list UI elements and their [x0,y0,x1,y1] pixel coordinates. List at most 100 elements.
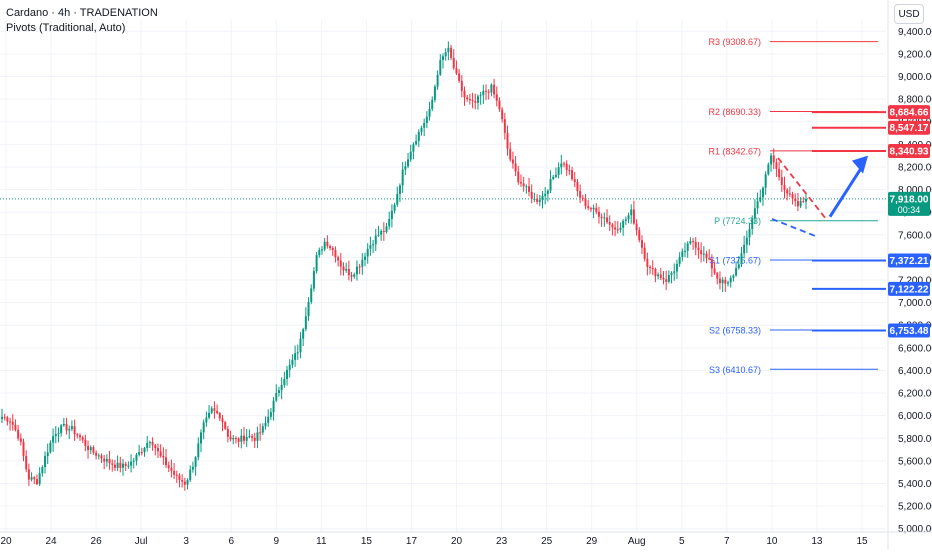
x-tick-label: 23 [496,536,508,547]
countdown-text: 00:34 [898,205,921,215]
candle-body [468,99,471,101]
candle-body [743,244,746,254]
candle-body [710,259,713,269]
candle-body [536,198,539,202]
x-tick-label: Aug [628,536,646,547]
currency-button[interactable]: USD [894,4,924,24]
candle-body [420,127,423,132]
candle-body [154,445,157,449]
candle-body [587,206,590,209]
candle-body [377,234,380,236]
y-tick-label: 5,800.00 [898,434,932,445]
candle-body [183,481,186,485]
candle-body [764,174,767,188]
drawing-layer [771,111,886,332]
candle-body [218,413,221,419]
candle-body [509,148,512,160]
candle-body [686,243,689,251]
candle-body [700,250,703,255]
candle-body [603,217,606,219]
candle-body [165,457,168,466]
candle-body [622,220,625,228]
candle-body [640,240,643,248]
candle-body [788,193,791,195]
candle-body [716,273,719,279]
candle-body [229,436,232,440]
candle-body [770,155,773,165]
candle-body [662,278,665,280]
price-axis-tag [888,253,930,268]
candle-body [216,410,219,414]
candle-body [345,268,348,271]
candle-body [272,400,275,413]
candle-body [423,123,426,128]
candle-body [476,96,479,103]
candle-body [401,169,404,186]
candle-body [52,436,55,443]
candle-body [705,253,708,259]
candle-body [130,461,133,466]
candle-body [291,359,294,365]
candle-body [573,179,576,183]
candle-body [466,97,469,100]
candle-body [337,257,340,261]
candle-body [197,443,200,458]
candle-body [665,279,668,282]
candle-body [334,250,337,258]
candle-body [374,235,377,245]
candle-body [3,416,6,418]
candle-body [678,256,681,264]
candle-body [92,447,95,453]
candle-body [283,378,286,385]
candle-body [49,442,52,453]
candle-body [452,57,455,69]
candle-body [307,301,310,317]
pivot-label: R1 (8342.67) [708,146,761,156]
candle-body [213,408,216,411]
candle-body [724,279,727,284]
candle-body [353,274,356,277]
grid-layer [0,20,886,532]
candle-body [46,452,49,457]
candle-body [436,74,439,87]
candle-body [544,193,547,196]
y-tick-label: 5,200.00 [898,502,932,513]
price-axis-tag-text: 8,547.17 [890,123,929,134]
pivot-label: S1 (7376.67) [709,256,761,266]
candle-body [243,435,246,441]
indicator-title[interactable]: Pivots (Traditional, Auto) [6,22,126,34]
candle-body [568,170,571,172]
candle-body [178,475,181,480]
candle-body [791,194,794,199]
y-tick-label: 5,400.00 [898,479,932,490]
candle-body [62,423,65,426]
candle-body [135,454,138,461]
candle-body [398,185,401,195]
candle-body [702,253,705,255]
x-tick-label: 25 [541,536,553,547]
pivot-label: S2 (6758.33) [709,325,761,335]
candle-body [57,433,60,435]
y-tick-label: 9,400.00 [898,27,932,38]
candle-body [404,166,407,170]
candle-body [315,255,318,272]
candle-body [433,86,436,100]
candle-body [245,436,248,441]
candle-body [740,253,743,265]
candle-body [490,84,493,93]
candle-body [140,452,143,454]
label-layer: 8,684.66 8,547.17 8,340.93 7,372.21 7,122.22… [888,105,930,338]
candle-body [455,68,458,74]
symbol-title[interactable]: Cardano · 4h · TRADENATION [6,7,158,19]
y-tick-label: 6,400.00 [898,366,932,377]
wedge-lower-line [771,218,819,238]
candle-body [751,218,754,229]
x-tick-label: 5 [679,536,685,547]
candle-body [439,59,442,75]
x-tick-label: 3 [183,536,189,547]
x-tick-label: 15 [361,536,373,547]
candle-body [347,268,350,276]
candle-body [783,184,786,190]
